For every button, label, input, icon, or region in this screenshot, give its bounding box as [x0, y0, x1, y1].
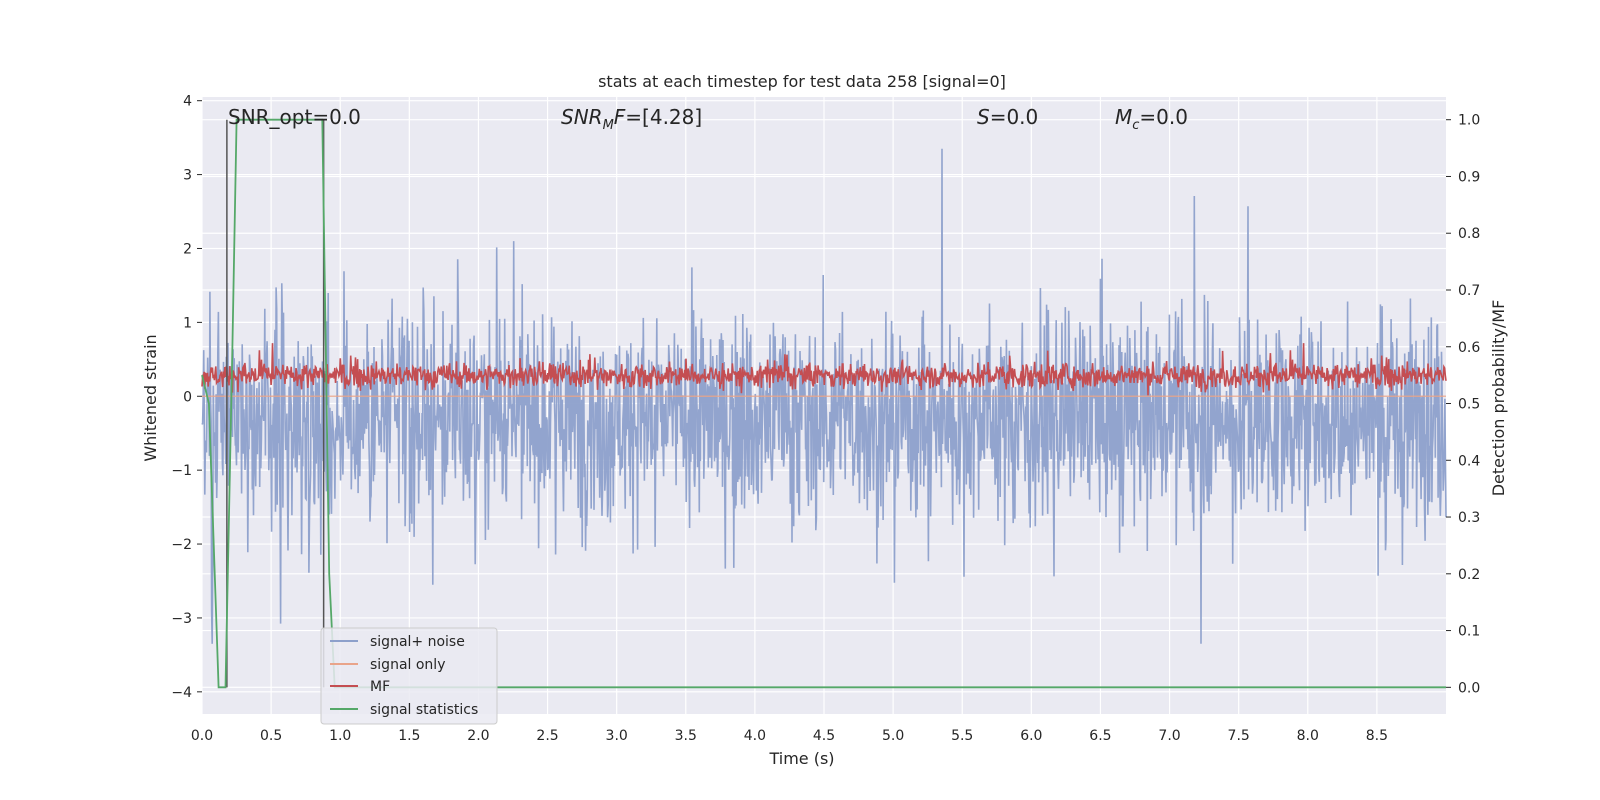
x-tick-label: 3.0 — [606, 728, 628, 744]
chart-title: stats at each timestep for test data 258… — [598, 72, 1006, 91]
y-tick-label: −2 — [171, 537, 192, 553]
y-tick-label-right: 0.2 — [1458, 567, 1480, 583]
y-tick-label-right: 0.4 — [1458, 453, 1480, 469]
x-axis-label: Time (s) — [768, 749, 834, 768]
y-tick-label: −4 — [171, 685, 192, 701]
x-tick-label: 1.5 — [398, 728, 420, 744]
y-axis-label-right: Detection probability/MF — [1489, 300, 1508, 497]
legend-label-signal-only: signal only — [370, 657, 445, 673]
y-tick-label-right: 0.5 — [1458, 397, 1480, 413]
y-axis-right: 1.0 0.9 0.8 0.7 0.6 0.5 0.4 0.3 0.2 0.1 0.0 — [1446, 113, 1480, 696]
annotation-s: S=0.0 — [977, 105, 1038, 129]
x-tick-label: 6.0 — [1020, 728, 1042, 744]
annotation-snr-mf: SNRMF=[4.28] — [561, 105, 702, 133]
legend-label-mf: MF — [370, 679, 390, 695]
y-axis-label: Whitened strain — [141, 334, 160, 461]
y-axis-left: 4 3 2 1 0 −1 −2 −3 −4 — [171, 94, 202, 701]
x-tick-label: 5.5 — [951, 728, 973, 744]
y-tick-label: 4 — [183, 94, 192, 110]
y-tick-label-right: 0.7 — [1458, 283, 1480, 299]
x-tick-label: 8.0 — [1297, 728, 1319, 744]
y-tick-label: 2 — [183, 241, 192, 257]
y-tick-label-right: 0.6 — [1458, 340, 1480, 356]
legend: signal+ noise signal only MF signal stat… — [320, 627, 498, 725]
y-tick-label-right: 0.8 — [1458, 226, 1480, 242]
series-layer — [201, 118, 1447, 689]
y-tick-label-right: 0.3 — [1458, 510, 1480, 526]
x-tick-label: 2.5 — [536, 728, 558, 744]
x-tick-label: 4.5 — [813, 728, 835, 744]
x-tick-label: 0.5 — [260, 728, 282, 744]
annotation-snr-opt: SNR_opt=0.0 — [228, 105, 361, 129]
x-tick-label: 1.0 — [329, 728, 351, 744]
x-tick-label: 4.0 — [744, 728, 766, 744]
x-tick-label: 8.5 — [1366, 728, 1388, 744]
y-tick-label-right: 0.1 — [1458, 624, 1480, 640]
x-tick-label: 5.0 — [882, 728, 904, 744]
series-mf — [201, 343, 1447, 396]
y-tick-label-right: 1.0 — [1458, 113, 1480, 129]
y-tick-label: 3 — [183, 168, 192, 184]
x-tick-label: 3.5 — [675, 728, 697, 744]
y-tick-label: 0 — [183, 389, 192, 405]
x-tick-label: 0.0 — [191, 728, 213, 744]
x-tick-label: 2.0 — [467, 728, 489, 744]
legend-label-signal-statistics: signal statistics — [370, 702, 478, 718]
series-signal-noise — [201, 148, 1447, 644]
series-signal-statistics — [201, 118, 1446, 689]
y-tick-label: −1 — [171, 463, 192, 479]
y-tick-label-right: 0.0 — [1458, 680, 1480, 696]
y-tick-label-right: 0.9 — [1458, 169, 1480, 185]
x-tick-label: 6.5 — [1089, 728, 1111, 744]
legend-label-signal-noise: signal+ noise — [370, 634, 465, 650]
y-tick-label: −3 — [171, 611, 192, 627]
annotation-mc: Mc=0.0 — [1115, 105, 1188, 133]
x-tick-label: 7.5 — [1228, 728, 1250, 744]
y-tick-label: 1 — [183, 315, 192, 331]
legend-box — [320, 627, 498, 725]
x-axis: 0.0 0.5 1.0 1.5 2.0 2.5 3.0 3.5 4.0 4.5 5.0 5.5 6.0 6… — [191, 728, 1388, 744]
x-tick-label: 7.0 — [1158, 728, 1180, 744]
